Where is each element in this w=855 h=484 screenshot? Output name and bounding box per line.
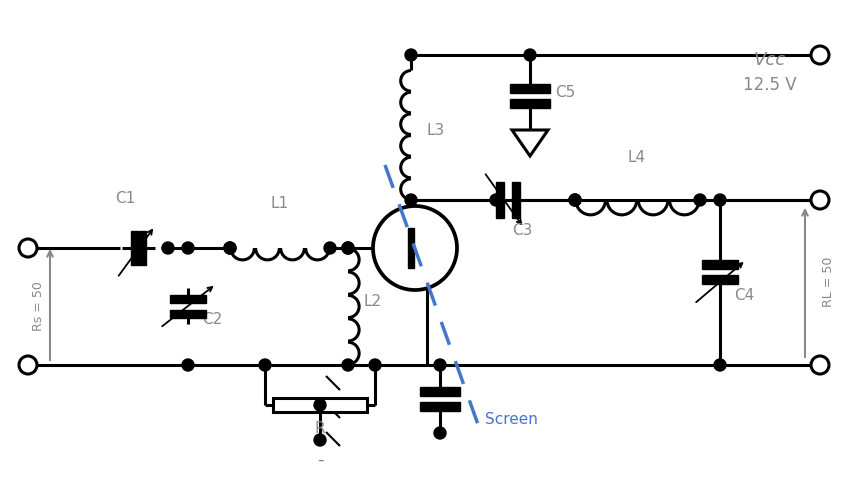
Bar [510, 99, 550, 108]
Circle shape [224, 242, 236, 254]
Circle shape [373, 206, 457, 290]
Circle shape [369, 359, 381, 371]
Text: C2: C2 [202, 312, 222, 327]
Text: 12.5 V: 12.5 V [743, 76, 797, 94]
Circle shape [569, 194, 581, 206]
Text: L4: L4 [628, 150, 646, 165]
Circle shape [19, 239, 37, 257]
Bar [170, 295, 206, 303]
Text: R: R [315, 421, 325, 436]
Bar [420, 387, 460, 396]
Circle shape [224, 242, 236, 254]
Circle shape [182, 359, 194, 371]
Bar [273, 398, 367, 412]
Circle shape [490, 194, 502, 206]
Circle shape [405, 194, 417, 206]
Circle shape [342, 242, 354, 254]
Bar [702, 260, 738, 269]
Text: C5: C5 [555, 85, 575, 100]
Bar [512, 182, 520, 218]
Circle shape [811, 191, 829, 209]
Bar [131, 231, 138, 265]
Text: C1: C1 [115, 191, 135, 206]
Circle shape [405, 49, 417, 61]
Circle shape [314, 434, 326, 446]
Polygon shape [512, 130, 548, 156]
Circle shape [342, 242, 354, 254]
Circle shape [524, 49, 536, 61]
Text: Screen: Screen [485, 412, 538, 427]
Text: C4: C4 [734, 288, 754, 303]
Circle shape [182, 242, 194, 254]
Circle shape [324, 242, 336, 254]
Circle shape [19, 356, 37, 374]
Circle shape [162, 242, 174, 254]
Circle shape [314, 399, 326, 411]
Text: Rs = 50: Rs = 50 [32, 281, 44, 331]
Circle shape [342, 359, 354, 371]
Text: -: - [316, 451, 323, 469]
Circle shape [811, 356, 829, 374]
Circle shape [694, 194, 706, 206]
Bar [496, 182, 504, 218]
Circle shape [569, 194, 581, 206]
Text: L1: L1 [271, 196, 289, 211]
Text: C3: C3 [512, 223, 533, 238]
Circle shape [811, 46, 829, 64]
Circle shape [434, 359, 446, 371]
Circle shape [434, 427, 446, 439]
Circle shape [714, 359, 726, 371]
Bar [702, 275, 738, 284]
Text: L3: L3 [426, 123, 445, 138]
Text: Vcc: Vcc [754, 51, 786, 69]
Bar [420, 402, 460, 411]
Bar [139, 231, 146, 265]
Text: RL = 50: RL = 50 [822, 257, 834, 307]
Bar [170, 310, 206, 318]
Bar [408, 228, 414, 268]
Bar [510, 84, 550, 93]
Circle shape [714, 194, 726, 206]
Text: L2: L2 [363, 294, 381, 309]
Circle shape [259, 359, 271, 371]
